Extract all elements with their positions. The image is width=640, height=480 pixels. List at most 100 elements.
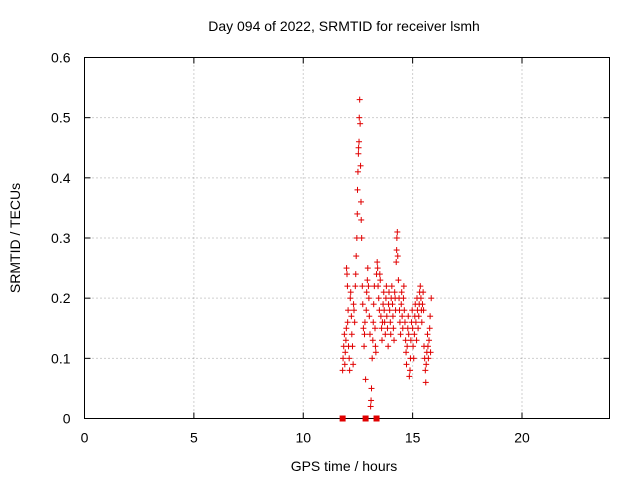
data-point xyxy=(342,337,349,344)
data-point xyxy=(368,397,375,404)
data-point xyxy=(386,307,393,314)
data-point xyxy=(342,349,349,356)
data-point xyxy=(377,313,384,320)
data-point xyxy=(422,367,429,374)
data-point xyxy=(366,313,373,320)
data-point xyxy=(346,355,353,362)
data-point xyxy=(357,120,364,127)
data-point xyxy=(381,307,388,314)
data-point xyxy=(368,385,375,392)
data-point xyxy=(356,138,363,145)
data-point xyxy=(415,325,422,332)
data-point xyxy=(398,289,405,296)
data-point xyxy=(383,283,390,290)
data-point xyxy=(418,319,425,326)
data-point xyxy=(409,307,416,314)
data-point xyxy=(387,319,394,326)
data-point xyxy=(374,259,381,266)
data-point xyxy=(354,168,361,175)
x-axis-label: GPS time / hours xyxy=(291,458,398,474)
data-point xyxy=(370,301,377,308)
data-point xyxy=(377,277,384,284)
data-point xyxy=(351,307,357,314)
data-point xyxy=(407,367,413,374)
data-point xyxy=(387,331,394,338)
data-points xyxy=(339,96,435,422)
data-point xyxy=(358,216,365,223)
data-point xyxy=(375,283,382,290)
data-point xyxy=(346,367,353,374)
data-point xyxy=(425,355,432,362)
data-point xyxy=(427,313,434,320)
data-point xyxy=(358,235,365,241)
data-point xyxy=(348,331,355,338)
data-point xyxy=(391,289,398,296)
data-point xyxy=(410,343,417,350)
data-point xyxy=(393,259,400,266)
y-tick-labels: 0 0.1 0.2 0.3 0.4 0.5 0.6 xyxy=(51,50,71,427)
data-point xyxy=(405,313,412,320)
data-point xyxy=(399,325,406,332)
x-tick-label: 15 xyxy=(405,430,421,446)
data-point xyxy=(352,283,359,290)
grid-lines xyxy=(84,57,610,419)
data-point xyxy=(349,343,356,350)
data-point xyxy=(403,349,410,356)
data-point xyxy=(372,343,379,350)
data-point xyxy=(344,283,351,290)
data-point xyxy=(417,283,424,290)
data-point xyxy=(413,337,420,344)
y-tick-label: 0 xyxy=(63,411,71,427)
data-point xyxy=(343,325,350,332)
data-point xyxy=(401,307,408,314)
y-tick-label: 0.4 xyxy=(51,170,71,186)
data-point xyxy=(424,343,431,350)
data-point xyxy=(426,325,433,332)
data-point xyxy=(405,331,412,338)
data-point xyxy=(361,343,368,350)
data-point xyxy=(424,331,431,338)
data-point xyxy=(363,307,370,314)
axis-ticks xyxy=(84,57,610,419)
y-tick-label: 0.2 xyxy=(51,290,71,306)
y-tick-label: 0.5 xyxy=(51,110,71,126)
x-tick-label: 10 xyxy=(295,430,311,446)
data-point xyxy=(420,307,427,314)
data-point xyxy=(339,367,346,374)
data-point xyxy=(403,361,410,368)
data-point xyxy=(351,319,358,326)
data-point xyxy=(391,337,398,344)
data-point xyxy=(404,343,411,350)
data-point xyxy=(340,355,347,362)
data-point xyxy=(348,313,355,320)
data-point xyxy=(341,361,348,368)
data-point xyxy=(409,325,416,332)
data-point xyxy=(355,144,362,151)
data-point xyxy=(350,301,357,308)
data-point xyxy=(400,295,407,302)
data-point xyxy=(395,277,402,284)
data-point xyxy=(380,301,387,308)
data-point xyxy=(356,96,363,103)
data-point xyxy=(393,247,400,254)
data-point xyxy=(347,289,354,296)
data-point xyxy=(383,313,390,320)
x-tick-label: 0 xyxy=(81,430,89,446)
data-point xyxy=(365,295,372,302)
data-point xyxy=(357,162,364,169)
data-point xyxy=(354,210,361,217)
data-point xyxy=(394,228,401,235)
data-point xyxy=(399,313,406,320)
data-point xyxy=(415,313,422,320)
data-point xyxy=(366,331,373,338)
data-point xyxy=(417,295,424,302)
data-point xyxy=(373,415,380,422)
data-point xyxy=(339,415,346,422)
data-point xyxy=(375,295,382,302)
data-point xyxy=(365,283,372,290)
data-point xyxy=(385,343,392,350)
data-point xyxy=(344,271,350,278)
data-point xyxy=(390,325,397,332)
data-point xyxy=(428,295,435,302)
